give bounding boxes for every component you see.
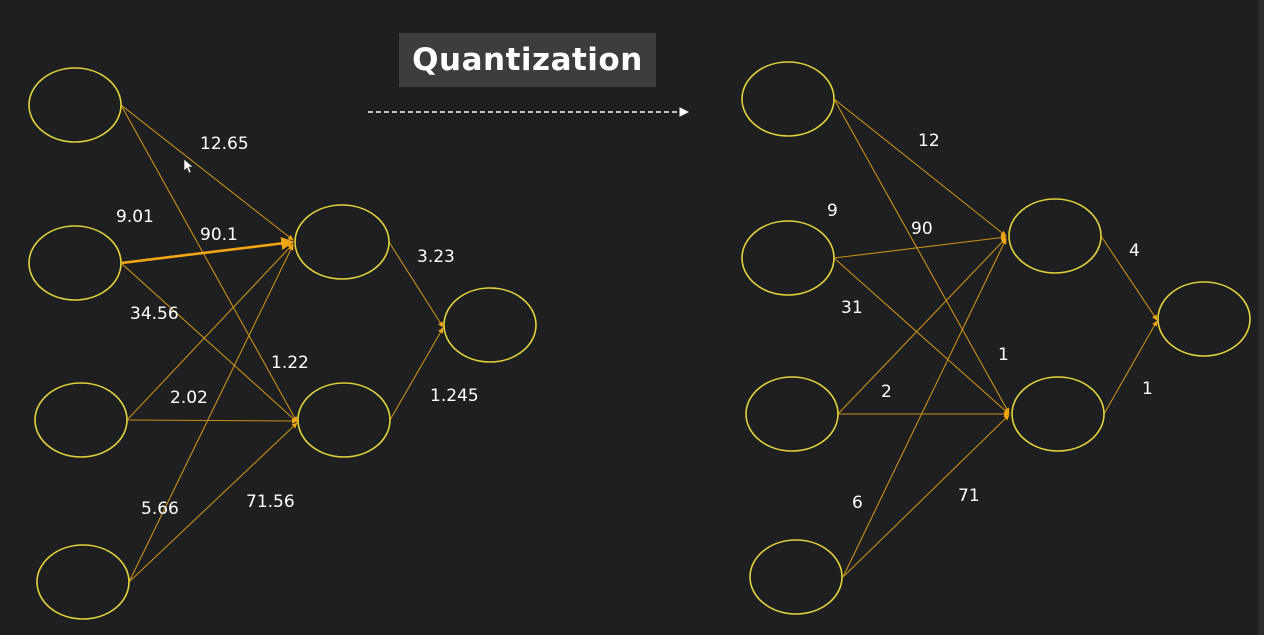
edge-in2-h2 (833, 257, 1010, 415)
weight-label: 12.65 (200, 134, 249, 154)
quantized-nodes (741, 61, 1251, 615)
edge-in3-h1 (126, 243, 294, 421)
edge-in4-h2 (128, 422, 298, 583)
input-node-1 (741, 61, 835, 137)
hidden-node-1 (294, 204, 390, 280)
input-node-2 (741, 220, 835, 296)
edge-h1-out (388, 241, 444, 328)
title-banner: Quantization (399, 33, 656, 87)
input-node-3 (34, 382, 128, 458)
input-node-2 (28, 225, 122, 301)
input-node-3 (745, 376, 839, 452)
weight-label: 4 (1129, 241, 1140, 261)
input-node-4 (749, 539, 843, 615)
original-network: 12.65 9.01 90.1 34.56 1.22 2.02 5.66 71.… (28, 67, 537, 620)
edge-in2-h1 (833, 234, 1007, 259)
original-edges (120, 104, 444, 583)
quantized-network: 12 9 90 31 1 2 6 71 4 1 (741, 61, 1251, 615)
edge-in4-h1 (842, 238, 1007, 578)
input-node-4 (36, 544, 130, 620)
edge-in1-h2 (120, 104, 298, 423)
hidden-node-2 (297, 382, 391, 458)
edge-in2-h1-highlight (120, 236, 295, 265)
weight-label: 90.1 (200, 225, 238, 245)
quantized-weight-labels: 12 9 90 31 1 2 6 71 4 1 (827, 131, 1153, 513)
weight-label: 6 (852, 493, 863, 513)
weight-label: 71 (958, 486, 980, 506)
weight-label: 1.22 (271, 353, 309, 373)
edge-in1-h2 (833, 98, 1010, 414)
weight-label: 90 (911, 219, 933, 239)
weight-label: 2.02 (170, 388, 208, 408)
weight-label: 1 (998, 345, 1009, 365)
weight-label: 12 (918, 131, 940, 151)
edge-in2-h2 (120, 262, 298, 423)
mouse-cursor-icon (183, 158, 194, 174)
edge-h2-out (389, 327, 444, 421)
weight-label: 9.01 (116, 207, 154, 227)
edge-in3-h1 (837, 237, 1007, 415)
weight-label: 3.23 (417, 247, 455, 267)
edge-in1-h1 (120, 104, 294, 241)
original-nodes (28, 67, 537, 620)
weight-label: 71.56 (246, 492, 295, 512)
right-edge-strip (1258, 0, 1264, 635)
weight-label: 2 (881, 382, 892, 402)
edge-in3-h2 (126, 418, 298, 424)
weight-label: 5.66 (141, 499, 179, 519)
hidden-node-1 (1008, 198, 1102, 274)
edge-h1-out (1100, 235, 1158, 321)
weight-label: 1 (1142, 379, 1153, 399)
edge-in4-h1 (128, 244, 294, 583)
input-node-1 (28, 67, 122, 143)
quantized-edges (833, 98, 1158, 578)
edge-in4-h2 (842, 414, 1010, 578)
original-weight-labels: 12.65 9.01 90.1 34.56 1.22 2.02 5.66 71.… (116, 134, 479, 519)
weight-label: 9 (827, 201, 838, 221)
page-title: Quantization (412, 42, 643, 78)
edge-h2-out (1103, 320, 1158, 415)
edge-in1-h1 (833, 98, 1007, 237)
weight-label: 1.245 (430, 386, 479, 406)
output-node (1157, 281, 1251, 357)
hidden-node-2 (1011, 376, 1105, 452)
weight-label: 31 (841, 298, 863, 318)
output-node (443, 287, 537, 363)
weight-label: 34.56 (130, 304, 179, 324)
